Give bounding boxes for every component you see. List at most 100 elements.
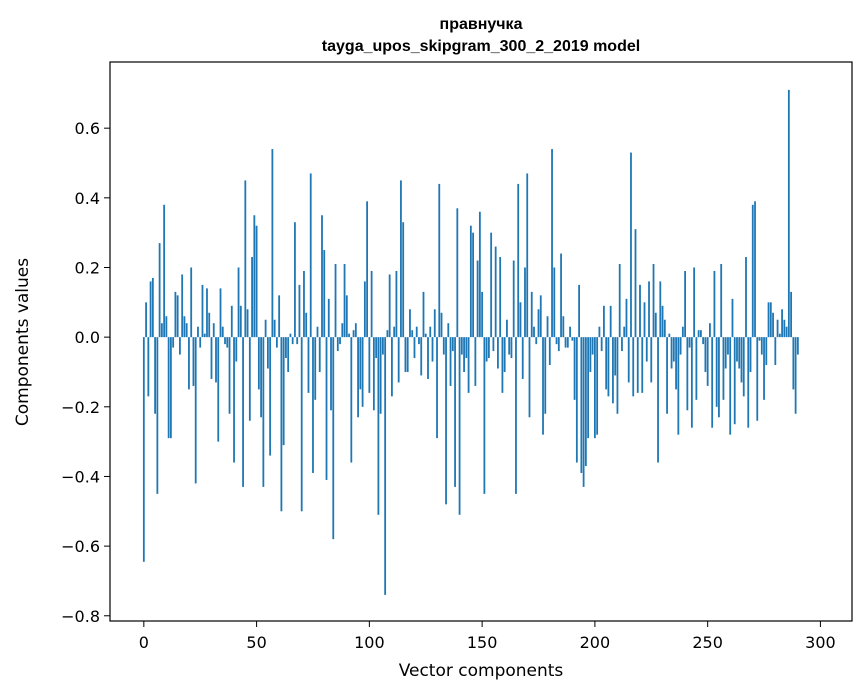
bar — [312, 337, 314, 473]
bar — [790, 291, 792, 338]
bar — [298, 284, 301, 338]
bar — [341, 323, 344, 338]
bar — [269, 337, 272, 456]
bar — [681, 326, 684, 338]
bar — [212, 323, 215, 338]
bar — [226, 337, 229, 348]
x-tick-label: 250 — [692, 633, 723, 652]
bar — [553, 267, 556, 338]
bar — [584, 337, 587, 467]
bar — [352, 330, 355, 338]
bar — [648, 281, 650, 338]
bar — [230, 305, 233, 338]
bar — [165, 316, 168, 338]
bar — [474, 337, 477, 386]
bar — [497, 337, 499, 369]
x-axis-label: Vector components — [399, 661, 564, 681]
bar — [686, 337, 689, 411]
bar — [472, 232, 474, 338]
y-tick-label: −0.4 — [61, 467, 100, 486]
bar — [282, 337, 285, 446]
bar — [654, 312, 657, 338]
bar — [530, 291, 533, 338]
bar — [733, 337, 736, 425]
bar — [756, 337, 759, 421]
bar — [794, 337, 797, 414]
bar — [781, 309, 783, 338]
bar — [634, 229, 637, 338]
bar — [783, 319, 786, 338]
bar — [508, 337, 511, 355]
bar — [217, 337, 220, 442]
bar — [402, 222, 405, 338]
bar — [442, 337, 445, 355]
bar — [526, 173, 529, 338]
bar — [393, 326, 396, 338]
bar — [690, 337, 693, 428]
bar — [718, 337, 720, 418]
bar — [587, 337, 590, 439]
bar — [616, 337, 619, 414]
bar — [492, 337, 495, 352]
bar — [420, 337, 423, 376]
bar — [357, 337, 359, 418]
bar — [765, 337, 768, 366]
bar — [625, 298, 628, 338]
bar — [650, 337, 653, 383]
bar — [345, 295, 348, 338]
bar — [350, 337, 353, 463]
bar — [233, 337, 235, 463]
bar — [325, 337, 328, 480]
y-tick-label: 0.4 — [75, 189, 100, 208]
bar — [727, 337, 729, 355]
bar — [465, 337, 468, 359]
bar — [557, 337, 560, 352]
bar — [424, 333, 427, 338]
bar — [316, 326, 319, 338]
bar — [429, 326, 432, 338]
bar — [528, 337, 531, 418]
bar — [197, 326, 199, 338]
bar — [323, 250, 326, 338]
bar — [366, 201, 368, 338]
bar — [406, 337, 409, 372]
x-tick-label: 200 — [580, 633, 611, 652]
bar — [603, 305, 605, 338]
bar — [415, 326, 418, 338]
bar — [481, 291, 484, 338]
bar — [787, 89, 790, 338]
bar — [573, 337, 576, 400]
bar — [348, 333, 350, 338]
bar — [571, 337, 574, 341]
bar — [720, 264, 723, 338]
bar — [614, 337, 617, 376]
bar — [754, 201, 756, 338]
bar — [742, 337, 745, 397]
bar — [575, 337, 578, 463]
bar — [535, 337, 538, 345]
bar — [330, 337, 332, 411]
y-tick-label: −0.6 — [61, 537, 100, 556]
x-tick-label: 150 — [467, 633, 498, 652]
bar — [591, 337, 594, 355]
x-tick-label: 100 — [354, 633, 385, 652]
bar — [384, 337, 387, 595]
bar — [512, 260, 515, 338]
bar — [652, 264, 655, 338]
bar — [745, 257, 747, 338]
bar — [339, 337, 341, 345]
bar — [749, 337, 752, 372]
bar — [580, 337, 583, 473]
bar — [291, 337, 294, 345]
bar — [454, 337, 456, 487]
bar — [208, 312, 211, 338]
bar — [388, 274, 391, 338]
bar — [449, 337, 452, 386]
bar — [772, 312, 774, 338]
bar — [792, 337, 795, 390]
bar — [169, 337, 172, 439]
bar — [467, 337, 470, 393]
bar — [675, 337, 677, 390]
bar — [447, 323, 450, 338]
bar — [544, 337, 547, 414]
